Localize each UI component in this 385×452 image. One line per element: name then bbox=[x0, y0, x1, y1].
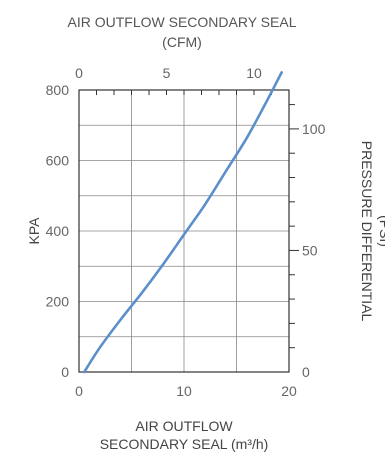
x-axis-tick-label: 10 bbox=[176, 383, 192, 399]
y-axis-tick-label: 600 bbox=[46, 153, 70, 169]
grid bbox=[79, 90, 289, 372]
top-axis-tick-label: 0 bbox=[75, 65, 83, 81]
y-axis-tick-label: 200 bbox=[46, 294, 70, 310]
y-axis-tick-label: 400 bbox=[46, 223, 70, 239]
x-axis-tick-label: 0 bbox=[75, 383, 83, 399]
top-axis-tick-label: 5 bbox=[163, 65, 171, 81]
chart-subtitle: (CFM) bbox=[162, 34, 202, 50]
y2-axis-label-line2: (PSI) bbox=[377, 215, 385, 247]
y-axis-tick-label: 800 bbox=[46, 82, 70, 98]
x-axis-label-line2: SECONDARY SEAL (m³/h) bbox=[100, 436, 269, 452]
top-axis-tick-label: 10 bbox=[246, 65, 262, 81]
y2-axis-label-line1: PRESSURE DIFFERENTIAL bbox=[359, 141, 375, 322]
right-axis-tick-label: 0 bbox=[302, 364, 310, 380]
right-axis-tick-label: 50 bbox=[302, 242, 318, 258]
y-axis-label: KPA bbox=[26, 217, 42, 245]
ticks bbox=[96, 90, 299, 349]
plot-frame bbox=[78, 89, 290, 373]
series-group bbox=[82, 71, 283, 374]
x-axis-label-line1: AIR OUTFLOW bbox=[135, 418, 233, 434]
x-axis-tick-label: 20 bbox=[281, 383, 297, 399]
right-axis-tick-label: 100 bbox=[302, 121, 326, 137]
series-line-0 bbox=[82, 71, 283, 374]
y-axis-tick-label: 0 bbox=[61, 364, 69, 380]
chart-title: AIR OUTFLOW SECONDARY SEAL bbox=[68, 14, 297, 30]
